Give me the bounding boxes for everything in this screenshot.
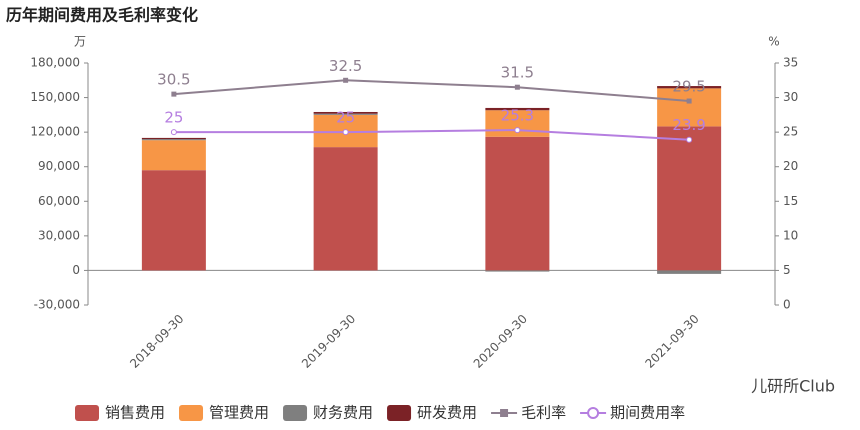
bar-segment bbox=[657, 88, 722, 127]
x-tick-label: 2018-09-30 bbox=[127, 312, 186, 371]
y2-unit: % bbox=[768, 35, 779, 49]
bar-segment bbox=[141, 140, 206, 171]
marker bbox=[170, 129, 177, 136]
bar-segment bbox=[657, 126, 722, 271]
bar-segment bbox=[141, 139, 206, 141]
legend-label: 管理费用 bbox=[209, 404, 269, 422]
bar-segment bbox=[485, 136, 550, 271]
line bbox=[173, 129, 690, 141]
legend-swatch bbox=[387, 405, 412, 421]
x-tick-label: 2020-09-30 bbox=[471, 312, 530, 371]
marker bbox=[342, 129, 349, 136]
watermark: 儿研所Club bbox=[751, 377, 835, 396]
value-label: 32.5 bbox=[329, 57, 362, 75]
y2-tick-label: 20 bbox=[783, 159, 798, 173]
legend-swatch bbox=[283, 405, 308, 421]
value-label: 25 bbox=[164, 109, 183, 127]
y-tick-label: 180,000 bbox=[30, 56, 80, 70]
chart-title: 历年期间费用及毛利率变化 bbox=[6, 6, 198, 25]
bar-segment bbox=[657, 270, 722, 274]
marker bbox=[514, 127, 521, 134]
bar-segment bbox=[141, 137, 206, 140]
marker bbox=[343, 77, 349, 83]
bar-segment bbox=[313, 147, 378, 271]
y2-tick-label: 0 bbox=[783, 298, 791, 312]
y2-tick-label: 30 bbox=[783, 90, 798, 104]
y-tick-label: 90,000 bbox=[38, 159, 80, 173]
y2-tick-label: 15 bbox=[783, 194, 798, 208]
value-label: 31.5 bbox=[501, 64, 534, 82]
y-tick-label: -30,000 bbox=[34, 298, 80, 312]
legend-swatch bbox=[75, 405, 99, 421]
x-tick-label: 2019-09-30 bbox=[299, 312, 358, 371]
y-tick-label: 60,000 bbox=[38, 194, 80, 208]
value-label: 23.9 bbox=[672, 116, 705, 134]
y-tick-label: 0 bbox=[72, 263, 80, 277]
value-label: 25.3 bbox=[501, 107, 534, 125]
legend-label: 销售费用 bbox=[105, 404, 165, 422]
legend-marker bbox=[587, 407, 600, 419]
y-unit: 万 bbox=[74, 35, 86, 49]
legend-label: 研发费用 bbox=[417, 404, 477, 422]
bar-segment bbox=[657, 86, 722, 89]
y-tick-label: 150,000 bbox=[30, 90, 80, 104]
value-label: 25 bbox=[336, 109, 355, 127]
legend-label: 期间费用率 bbox=[610, 404, 685, 422]
y2-tick-label: 5 bbox=[783, 263, 791, 277]
legend-swatch bbox=[179, 405, 204, 421]
bar-segment bbox=[485, 107, 550, 111]
legend-label: 财务费用 bbox=[313, 404, 373, 422]
marker bbox=[686, 98, 692, 104]
marker bbox=[171, 91, 177, 97]
y2-tick-label: 10 bbox=[783, 228, 798, 242]
marker bbox=[514, 84, 520, 90]
x-tick-label: 2021-09-30 bbox=[643, 312, 702, 371]
marker bbox=[686, 136, 693, 143]
legend-label: 毛利率 bbox=[521, 404, 566, 422]
value-label: 29.5 bbox=[672, 78, 705, 96]
y2-tick-label: 25 bbox=[783, 125, 798, 139]
value-label: 30.5 bbox=[157, 71, 190, 89]
line bbox=[173, 79, 690, 103]
y-tick-label: 120,000 bbox=[30, 125, 80, 139]
legend-marker bbox=[500, 409, 509, 417]
bar-segment bbox=[313, 113, 378, 115]
bar-segment bbox=[313, 111, 378, 114]
bar-segment bbox=[485, 270, 550, 272]
y2-tick-label: 35 bbox=[783, 56, 798, 70]
y-tick-label: 30,000 bbox=[38, 228, 80, 242]
bar-segment bbox=[141, 170, 206, 271]
